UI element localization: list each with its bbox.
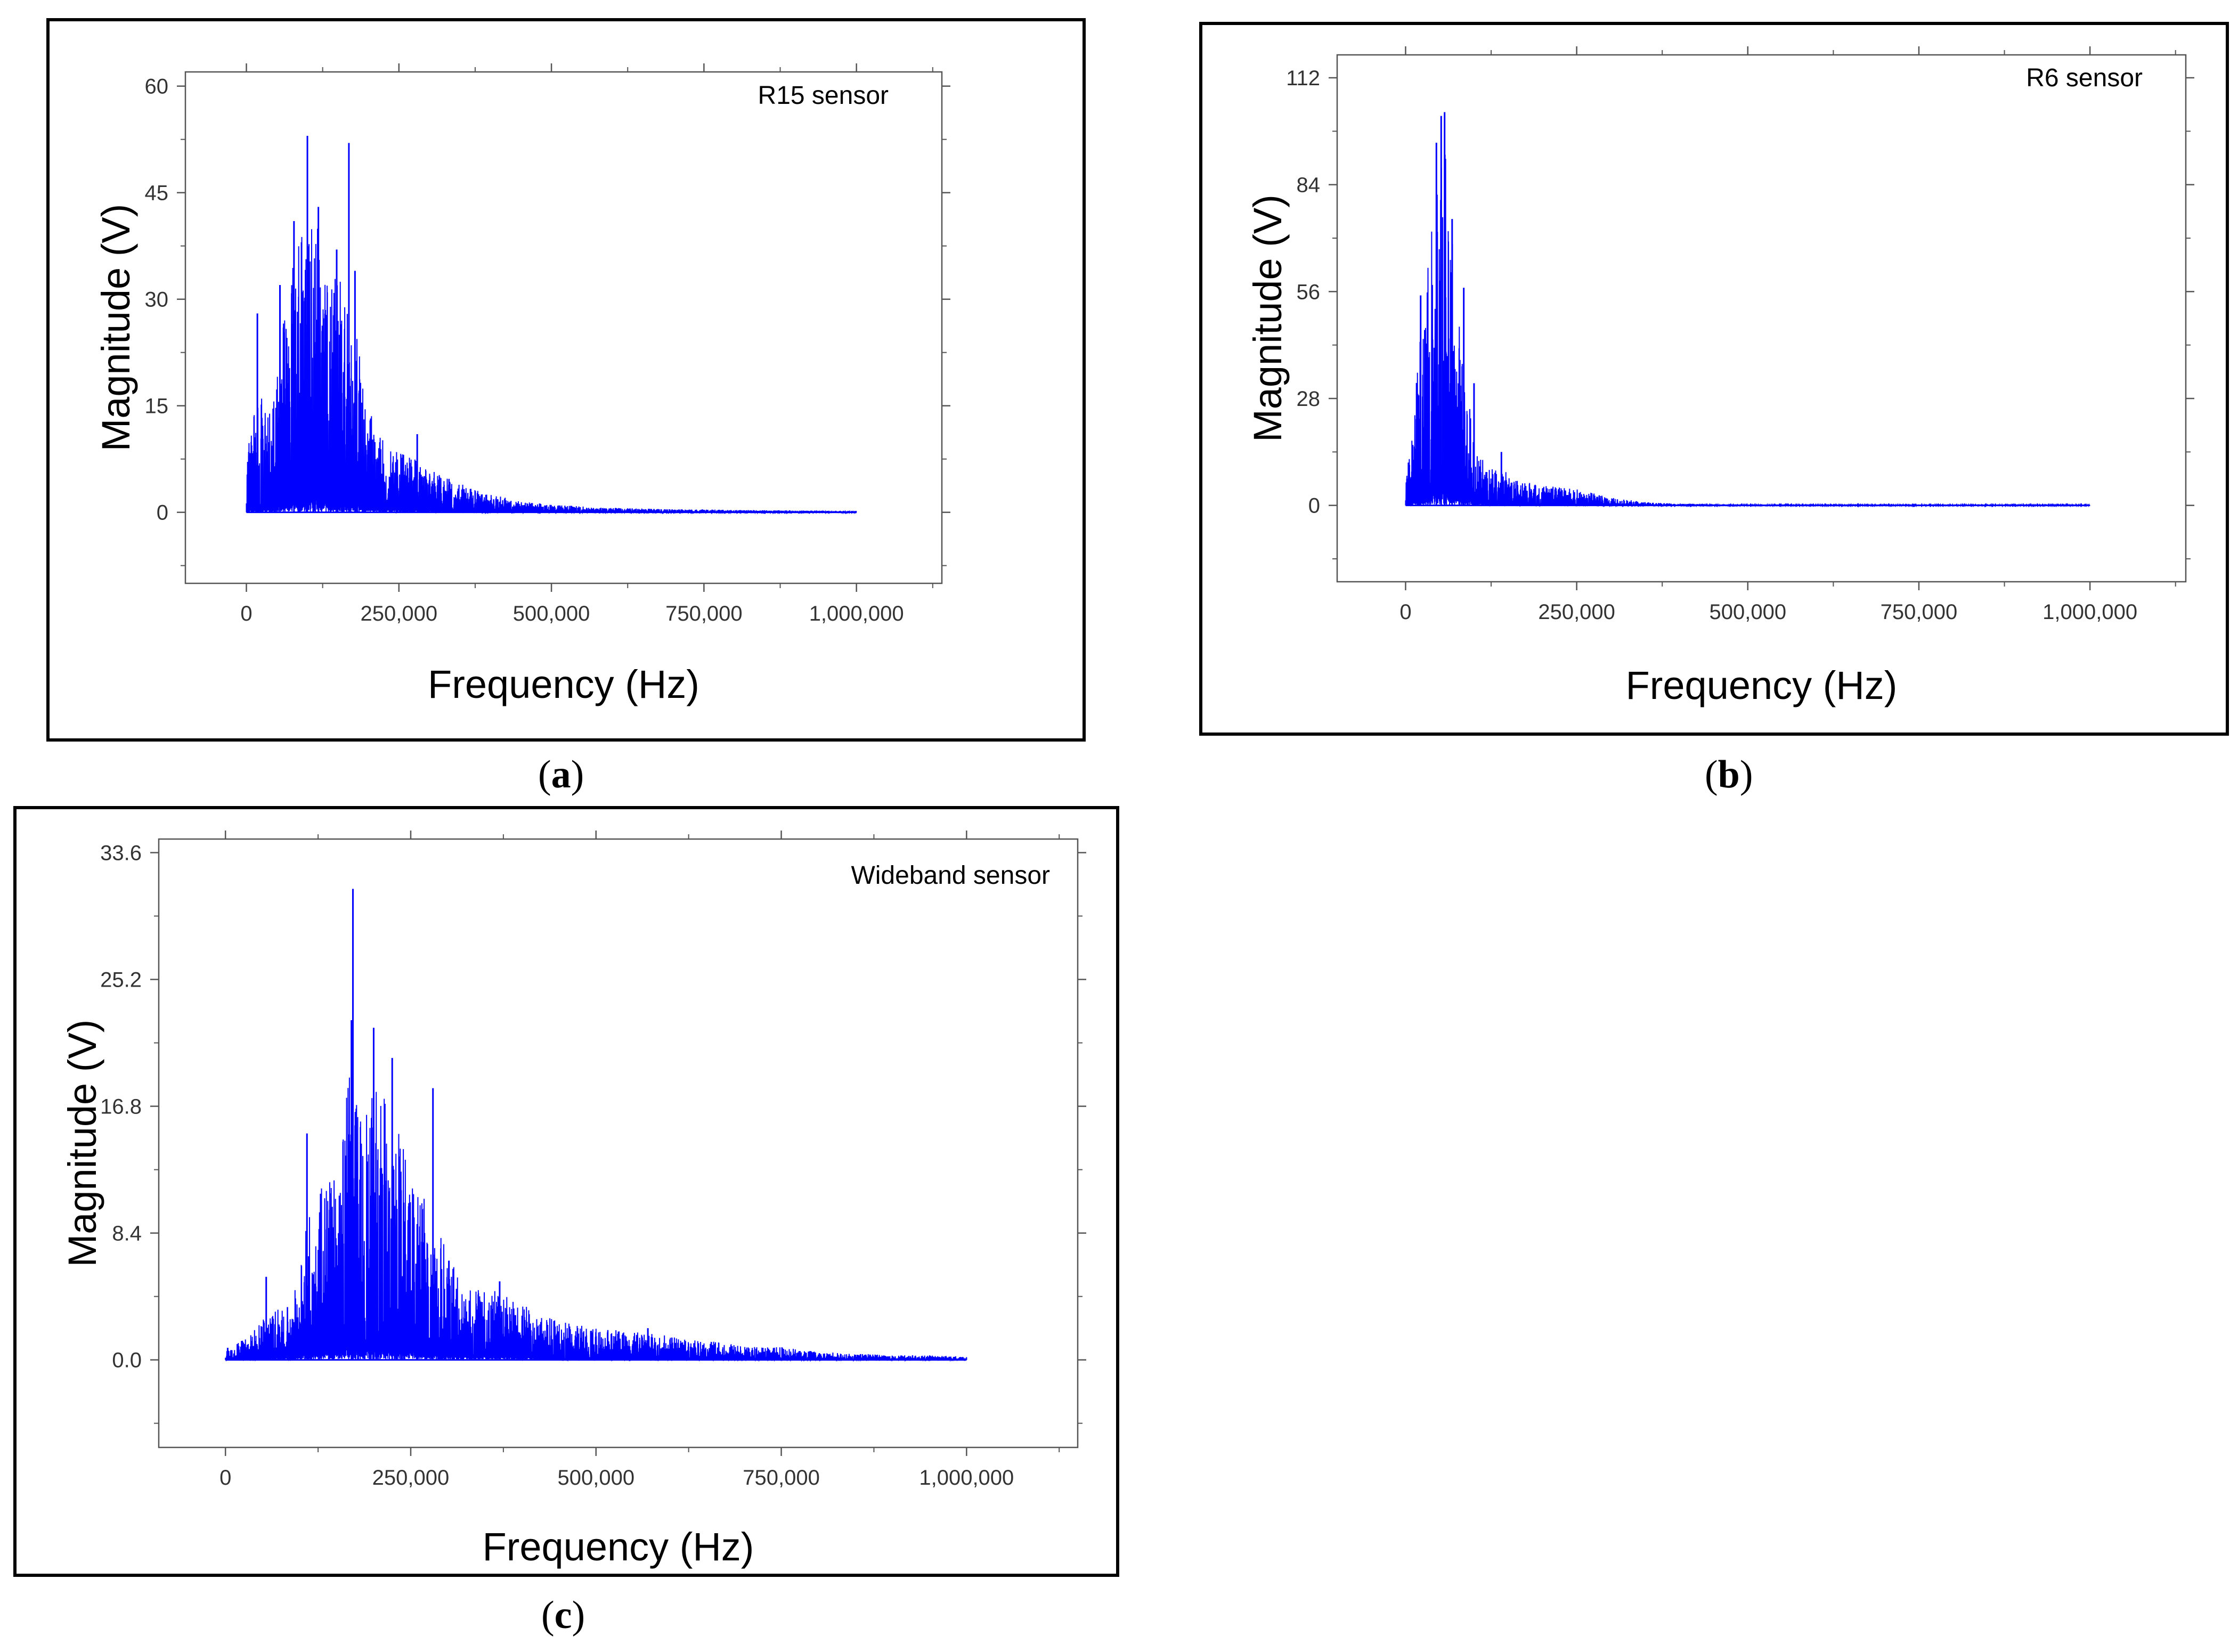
x-axis-label-c: Frequency (Hz) (483, 1525, 754, 1569)
spectrum-trace-c (225, 1077, 967, 1362)
y-tick-label-c: 0.0 (112, 1349, 142, 1372)
y-axis-label-a: Magnitude (V) (94, 204, 138, 452)
y-tick-label-b: 0 (1308, 494, 1320, 518)
x-tick-label-c: 250,000 (372, 1466, 450, 1490)
y-tick-label-c: 25.2 (100, 969, 142, 992)
y-tick-label-b: 84 (1297, 174, 1321, 197)
panel-label-a-letter: a (551, 753, 571, 796)
panel-label-c-open: ( (541, 1593, 555, 1637)
x-tick-label-a: 0 (240, 602, 252, 625)
chart-panel-c: 0 250,000 500,000 750,000 1,000,000 0.0 8.4 16.… (13, 806, 1119, 1577)
x-tick-label-a: 750,000 (665, 602, 743, 625)
x-tick-label-a: 1,000,000 (809, 602, 904, 625)
y-tick-label-b: 112 (1286, 67, 1320, 90)
x-tick-label-b: 1,000,000 (2042, 600, 2137, 624)
x-tick-label-b: 0 (1399, 600, 1411, 624)
y-tick-label-a: 15 (145, 395, 169, 418)
plot-frame-b (1336, 54, 2187, 583)
x-tick-label-b: 250,000 (1538, 600, 1615, 624)
chart-panel-b: 0 250,000 500,000 750,000 1,000,000 0 28 56 84 11… (1199, 22, 2229, 736)
chart-panel-a: 0 250,000 500,000 750,000 1,000,000 0 15 30 45 60… (46, 18, 1086, 742)
x-axis-label-b: Frequency (Hz) (1626, 663, 1898, 707)
panel-label-c-close: ) (572, 1593, 585, 1637)
panel-label-b-open: ( (1705, 753, 1718, 796)
x-tick-label-c: 750,000 (743, 1466, 820, 1490)
y-tick-label-c: 16.8 (100, 1095, 142, 1119)
y-tick-label-b: 28 (1297, 387, 1321, 411)
x-tick-label-c: 500,000 (557, 1466, 634, 1490)
plot-frame-a (184, 71, 943, 584)
panel-label-a-open: ( (538, 753, 551, 796)
sensor-label-c: Wideband sensor (851, 861, 1050, 890)
y-tick-label-a: 0 (157, 501, 168, 525)
y-tick-label-a: 60 (145, 75, 169, 99)
chart-c-svg: 0 250,000 500,000 750,000 1,000,000 0.0 8.4 16.… (60, 831, 1086, 1569)
panel-label-a: (a) (538, 752, 584, 797)
sensor-label-b: R6 sensor (2026, 64, 2143, 92)
x-tick-label-a: 250,000 (361, 602, 438, 625)
y-axis-label-c: Magnitude (V) (60, 1020, 104, 1267)
panel-label-b-close: ) (1739, 753, 1753, 796)
plot-frame-c (158, 838, 1079, 1448)
y-tick-label-a: 45 (145, 182, 169, 205)
x-tick-label-b: 750,000 (1881, 600, 1958, 624)
y-tick-label-c: 33.6 (100, 842, 142, 865)
x-tick-label-a: 500,000 (513, 602, 590, 625)
x-tick-label-c: 1,000,000 (919, 1466, 1014, 1490)
y-tick-label-a: 30 (145, 288, 169, 312)
chart-a-svg: 0 250,000 500,000 750,000 1,000,000 0 15 30 45 60… (94, 63, 950, 706)
panel-label-c-letter: c (554, 1593, 572, 1637)
panel-label-b: (b) (1705, 752, 1753, 797)
sensor-label-a: R15 sensor (758, 82, 889, 110)
spectrum-trace-a (246, 229, 857, 515)
y-tick-label-b: 56 (1297, 280, 1321, 304)
panel-label-c: (c) (541, 1593, 585, 1638)
y-axis-label-b: Magnitude (V) (1246, 194, 1290, 442)
panel-label-a-close: ) (571, 753, 584, 796)
y-tick-label-c: 8.4 (112, 1222, 142, 1246)
panel-label-b-letter: b (1718, 753, 1740, 796)
x-tick-label-c: 0 (219, 1466, 231, 1490)
spectrum-trace-b (1405, 154, 2090, 508)
chart-b-svg: 0 250,000 500,000 750,000 1,000,000 0 28 56 84 11… (1246, 46, 2194, 707)
x-tick-label-b: 500,000 (1710, 600, 1787, 624)
x-axis-label-a: Frequency (Hz) (428, 662, 699, 706)
